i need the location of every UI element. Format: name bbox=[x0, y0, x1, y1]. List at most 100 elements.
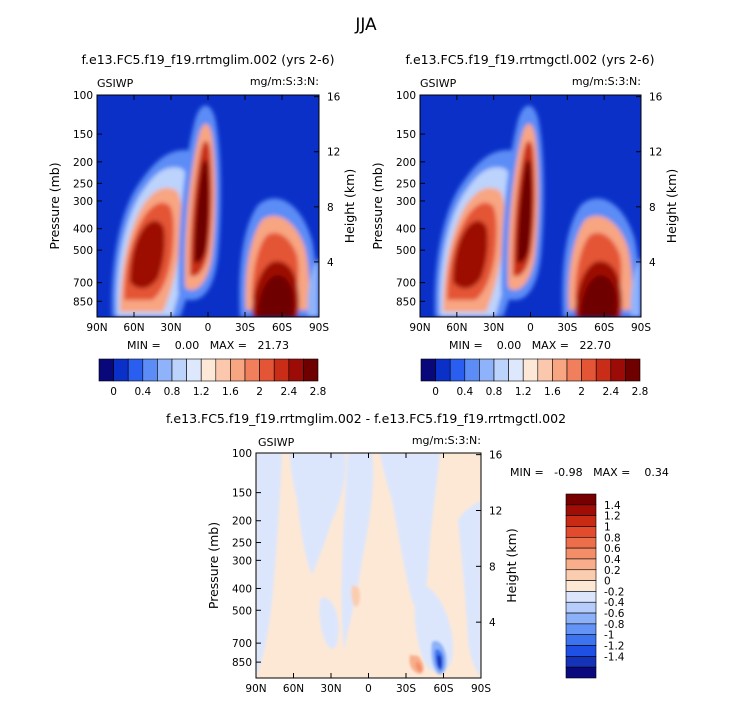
panel-3-colorbar-label: 0.6 bbox=[604, 543, 621, 555]
panel-1-colorbar-label: 2 bbox=[256, 386, 263, 398]
panel-2-x-tick-label: 30S bbox=[557, 322, 577, 334]
panel-2-colorbar-swatch bbox=[435, 358, 451, 382]
panel-2-y-tick-label: 500 bbox=[396, 245, 416, 257]
panel-2-units: mg/m:S:3:N: bbox=[572, 75, 641, 88]
panel-2-y-right-tick-label: 4 bbox=[649, 257, 656, 269]
panel-1-y-right-tick-label: 16 bbox=[327, 92, 341, 104]
panel-3-y-tick-label: 250 bbox=[232, 538, 252, 550]
panel-2-variable: GSIWP bbox=[420, 77, 457, 90]
panel-2-colorbar-swatch bbox=[420, 358, 436, 382]
panel-3-x-tick-label: 90S bbox=[471, 683, 491, 695]
panel-1-y-right-tick-label: 4 bbox=[327, 257, 334, 269]
panel-3-y-tick-label: 850 bbox=[232, 657, 252, 669]
panel-2-x-tick-label: 60N bbox=[446, 322, 467, 334]
panel-3-colorbar-swatch bbox=[565, 666, 597, 679]
panel-1-x-tick-label: 60N bbox=[123, 322, 144, 334]
panel-3-y-tick-label: 150 bbox=[232, 488, 252, 500]
panel-1-colorbar-swatch bbox=[127, 358, 144, 382]
panel-3-variable: GSIWP bbox=[258, 436, 295, 449]
panel-3-x-tick-label: 0 bbox=[365, 683, 372, 695]
panel-1-x-tick-label: 90S bbox=[309, 322, 329, 334]
panel-2-x-tick-label: 30N bbox=[483, 322, 504, 334]
panel-1-colorbar-label: 2.4 bbox=[280, 386, 297, 398]
panel-1-axes: 90N 60N 30N 0 30S 60S 90S 100 150 200 250 300 400 500… bbox=[47, 90, 357, 334]
panel-3-colorbar-swatch bbox=[565, 504, 597, 516]
panel-3-colorbar-label: 1 bbox=[604, 521, 611, 533]
panel-3-y-tick-label: 100 bbox=[232, 448, 252, 460]
panel-3-y-right-axis-label: Height (km) bbox=[504, 528, 519, 602]
panel-3-y-right-tick-label: 8 bbox=[489, 561, 496, 573]
panel-1-y-right-tick-label: 8 bbox=[327, 202, 334, 214]
panel-3-y-tick-label: 700 bbox=[232, 638, 252, 650]
panel-2-field bbox=[420, 95, 641, 317]
panel-2-y-right-tick-label: 12 bbox=[649, 147, 662, 159]
panel-1-y-tick-label: 100 bbox=[73, 90, 93, 102]
panel-1-colorbar-label: 0 bbox=[110, 386, 117, 398]
panel-2-y-right-tick-label: 8 bbox=[649, 202, 656, 214]
panel-3-colorbar-swatch bbox=[565, 569, 597, 581]
panel-3-y-right-tick-label: 4 bbox=[489, 617, 496, 629]
panel-3-x-tick-label: 30S bbox=[396, 683, 416, 695]
panel-3-units: mg/m:S:3:N: bbox=[412, 434, 481, 447]
panel-2-colorbar-swatch bbox=[595, 358, 612, 382]
panel-2-colorbar-swatch bbox=[537, 358, 553, 382]
panel-1-x-tick-label: 30N bbox=[160, 322, 181, 334]
panel-3-colorbar-swatch bbox=[565, 591, 597, 603]
panel-2-x-tick-label: 0 bbox=[527, 322, 534, 334]
panel-3-title: f.e13.FC5.f19_f19.rrtmglim.002 - f.e13.F… bbox=[166, 411, 566, 426]
page-title: JJA bbox=[354, 15, 377, 35]
panel-1-colorbar-swatch bbox=[288, 358, 304, 382]
panel-2-colorbar: 0 0.4 0.8 1.2 1.6 2 2.4 2.8 bbox=[420, 358, 649, 398]
panel-2-colorbar-label: 2 bbox=[578, 386, 585, 398]
panel-2-colorbar-swatch bbox=[493, 358, 509, 382]
panel-2-colorbar-swatch bbox=[610, 358, 626, 382]
panel-3-colorbar-label: -1 bbox=[604, 630, 614, 642]
panel-3-colorbar-label: 0.2 bbox=[604, 565, 621, 577]
panel-3-colorbar-swatch bbox=[565, 493, 597, 506]
panel-3-colorbar-label: 0.8 bbox=[604, 532, 621, 544]
panel-2-y-tick-label: 300 bbox=[396, 196, 416, 208]
panel-3-colorbar-label: 0 bbox=[604, 576, 611, 588]
panel-3-y-axis-label: Pressure (mb) bbox=[206, 522, 221, 609]
panel-2-x-tick-label: 60S bbox=[594, 322, 614, 334]
panel-3-colorbar-swatch bbox=[565, 536, 597, 549]
panel-1-title: f.e13.FC5.f19_f19.rrtmglim.002 (yrs 2-6) bbox=[82, 52, 335, 67]
panel-2-colorbar-swatch bbox=[581, 358, 597, 382]
panel-3-y-right-tick-label: 16 bbox=[489, 450, 503, 462]
panel-1-y-tick-label: 150 bbox=[73, 129, 93, 141]
panel-2-colorbar-swatch bbox=[522, 358, 539, 382]
panel-2-y-tick-label: 850 bbox=[396, 296, 416, 308]
panel-1-x-tick-label: 30S bbox=[235, 322, 255, 334]
panel-1-colorbar-swatch bbox=[142, 358, 158, 382]
panel-2-colorbar-swatch bbox=[508, 358, 524, 382]
panel-2: f.e13.FC5.f19_f19.rrtmgctl.002 (yrs 2-6)… bbox=[370, 52, 679, 398]
panel-1-colorbar-swatch bbox=[230, 358, 246, 382]
panel-3-y-tick-label: 200 bbox=[232, 516, 252, 528]
panel-1-y-tick-label: 250 bbox=[73, 178, 93, 190]
panel-1-y-right-tick-label: 12 bbox=[327, 147, 340, 159]
panel-2-title: f.e13.FC5.f19_f19.rrtmgctl.002 (yrs 2-6) bbox=[405, 52, 654, 67]
panel-2-stats: MIN = 0.00 MAX = 22.70 bbox=[449, 339, 611, 352]
panel-2-colorbar-label: 0.4 bbox=[456, 386, 473, 398]
panel-3-colorbar-label: -0.2 bbox=[604, 586, 625, 598]
panel-2-colorbar-swatch bbox=[479, 358, 495, 382]
panel-2-colorbar-label: 2.8 bbox=[632, 386, 649, 398]
panel-1: f.e13.FC5.f19_f19.rrtmglim.002 (yrs 2-6)… bbox=[47, 52, 357, 398]
panel-1-colorbar-label: 2.8 bbox=[310, 386, 327, 398]
panel-1-colorbar-swatch bbox=[259, 358, 275, 382]
panel-3-colorbar-swatch bbox=[565, 656, 597, 668]
panel-1-y-right-axis-label: Height (km) bbox=[342, 169, 357, 243]
panel-1-colorbar-label: 1.6 bbox=[222, 386, 239, 398]
panel-3-colorbar-label: 1.4 bbox=[604, 500, 621, 512]
panel-3-colorbar-label: -0.4 bbox=[604, 597, 625, 609]
panel-2-y-right-tick-label: 16 bbox=[649, 92, 663, 104]
panel-1-stats: MIN = 0.00 MAX = 21.73 bbox=[127, 339, 289, 352]
panel-1-y-axis-label: Pressure (mb) bbox=[47, 162, 62, 249]
panel-3-colorbar: 1.41.210.80.60.40.20-0.2-0.4-0.6-0.8-1-1… bbox=[565, 493, 625, 679]
panel-1-y-tick-label: 400 bbox=[73, 224, 93, 236]
panel-3-colorbar-label: -0.6 bbox=[604, 608, 625, 620]
panel-3-colorbar-swatch bbox=[565, 601, 597, 614]
panel-3-colorbar-label: 1.2 bbox=[604, 511, 621, 523]
panel-3-colorbar-swatch bbox=[565, 547, 597, 560]
panel-1-colorbar-swatch bbox=[273, 358, 290, 382]
